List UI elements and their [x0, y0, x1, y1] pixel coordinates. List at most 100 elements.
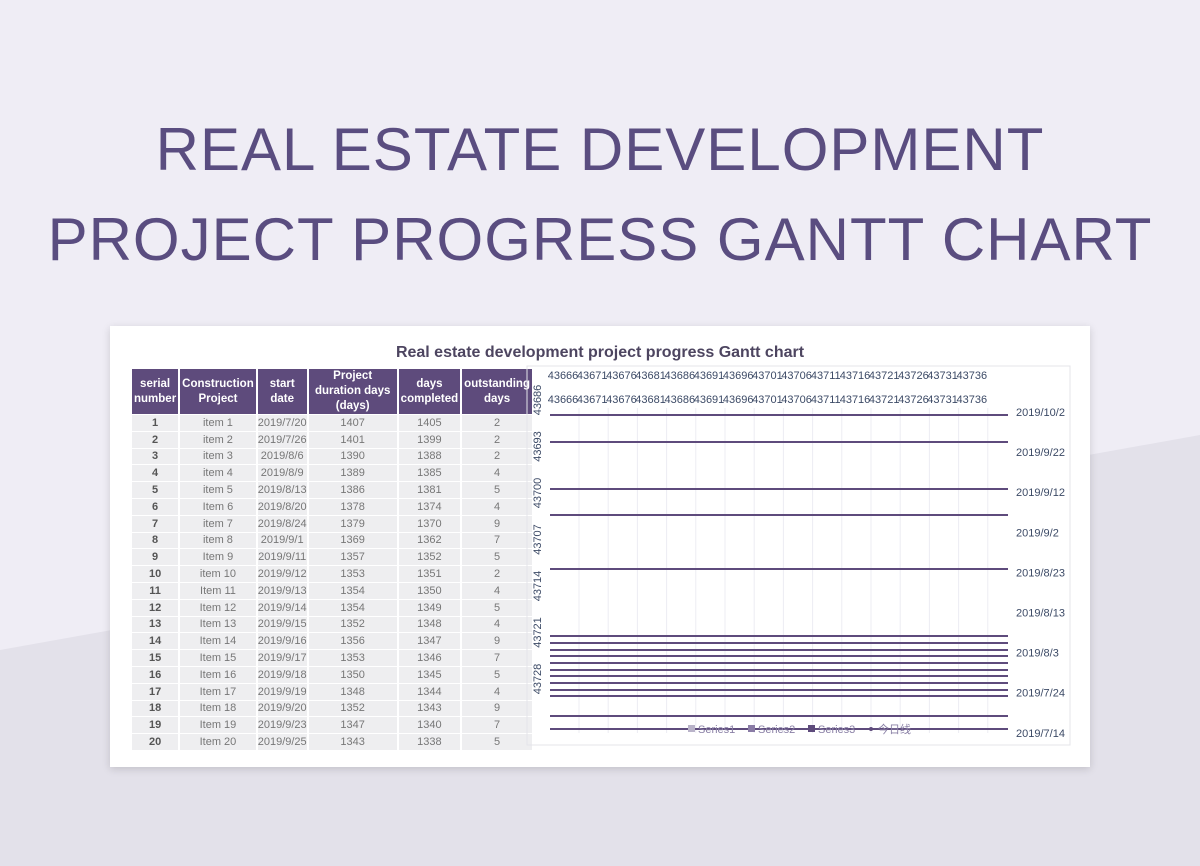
table-cell: 1401 — [308, 431, 397, 448]
table-cell: 1352 — [398, 549, 461, 566]
table-cell: Item 9 — [180, 549, 256, 566]
table-cell: 1381 — [398, 482, 461, 498]
table-cell: 1349 — [398, 599, 461, 616]
table-cell: 1352 — [308, 700, 397, 717]
y-tick-label-left: 43728 — [532, 664, 544, 695]
table-cell: 14 — [132, 633, 179, 650]
x-tick-label-top: 43706 — [781, 370, 812, 382]
table-cell: 1379 — [308, 515, 397, 532]
table-cell: 13 — [132, 616, 179, 633]
y-tick-label-left: 43721 — [532, 617, 544, 648]
table-cell: 9 — [462, 515, 532, 532]
table-row: 20 Item 20 2019/9/25 1343 1338 5 — [132, 734, 532, 750]
y-tick-label-right: 2019/7/14 — [1016, 728, 1065, 740]
table-cell: 2019/9/1 — [257, 532, 307, 549]
table-cell: 1348 — [308, 683, 397, 700]
table-row: 6 Item 6 2019/8/20 1378 1374 4 — [132, 498, 532, 515]
table-cell: 1389 — [308, 465, 397, 482]
x-tick-label-top: 43691 — [694, 370, 725, 382]
column-header: days completed — [398, 369, 461, 414]
table-cell: item 1 — [180, 415, 256, 431]
y-tick-label-left: 43707 — [532, 524, 544, 555]
table-cell: 4 — [132, 465, 179, 482]
table-cell: 5 — [462, 734, 532, 750]
table-row: 14 Item 14 2019/9/16 1356 1347 9 — [132, 633, 532, 650]
table-cell: 9 — [462, 700, 532, 717]
y-tick-label-right: 2019/8/3 — [1016, 648, 1059, 660]
y-tick-label-left: 43714 — [532, 571, 544, 602]
column-header: serial number — [132, 369, 179, 414]
table-cell: 2019/9/13 — [257, 582, 307, 599]
table-cell: 1399 — [398, 431, 461, 448]
table-cell: 1353 — [308, 650, 397, 666]
table-cell: item 5 — [180, 482, 256, 498]
table-cell: 1369 — [308, 532, 397, 549]
table-cell: 1353 — [308, 566, 397, 582]
table-cell: 1347 — [308, 717, 397, 734]
column-header: Construction Project — [180, 369, 256, 414]
y-tick-label-right: 2019/9/22 — [1016, 447, 1065, 459]
column-header: start date — [257, 369, 307, 414]
table-cell: 4 — [462, 498, 532, 515]
table-cell: 1343 — [398, 700, 461, 717]
table-cell: 1385 — [398, 465, 461, 482]
legend-marker — [869, 727, 873, 731]
table-cell: 1352 — [308, 616, 397, 633]
legend-label: 今日线 — [878, 722, 911, 736]
table-cell: 20 — [132, 734, 179, 750]
x-tick-label-top: 43676 — [606, 370, 637, 382]
table-cell: 1356 — [308, 633, 397, 650]
table-cell: 2019/8/24 — [257, 515, 307, 532]
table-cell: Item 12 — [180, 599, 256, 616]
x-tick-label: 43726 — [898, 394, 929, 406]
table-cell: 16 — [132, 666, 179, 683]
y-tick-label-left: 43693 — [532, 431, 544, 462]
table-cell: Item 17 — [180, 683, 256, 700]
table-cell: Item 14 — [180, 633, 256, 650]
table-cell: 10 — [132, 566, 179, 582]
table-cell: 19 — [132, 717, 179, 734]
y-tick-label-right: 2019/10/2 — [1016, 407, 1065, 419]
table-cell: 1354 — [308, 599, 397, 616]
table-cell: 2019/8/20 — [257, 498, 307, 515]
table-cell: 5 — [462, 666, 532, 683]
x-tick-label-top: 43681 — [635, 370, 666, 382]
table-cell: 9 — [462, 633, 532, 650]
data-table: serial number Construction Project start d… — [130, 368, 534, 751]
table-cell: 2 — [462, 566, 532, 582]
table-cell: 1378 — [308, 498, 397, 515]
table-cell: 2019/9/12 — [257, 566, 307, 582]
table-cell: 7 — [132, 515, 179, 532]
table-row: 4 item 4 2019/8/9 1389 1385 4 — [132, 465, 532, 482]
table-cell: 9 — [132, 549, 179, 566]
table-cell: 1350 — [308, 666, 397, 683]
table-cell: 1348 — [398, 616, 461, 633]
table-cell: 1357 — [308, 549, 397, 566]
table-cell: 4 — [462, 582, 532, 599]
table-cell: 2019/9/16 — [257, 633, 307, 650]
x-tick-label: 43691 — [694, 394, 725, 406]
table-cell: 5 — [132, 482, 179, 498]
table-cell: 2019/7/26 — [257, 431, 307, 448]
table-row: 3 item 3 2019/8/6 1390 1388 2 — [132, 448, 532, 465]
table-cell: 2019/8/9 — [257, 465, 307, 482]
x-tick-label: 43701 — [752, 394, 783, 406]
table-cell: 15 — [132, 650, 179, 666]
table-cell: 18 — [132, 700, 179, 717]
table-cell: Item 19 — [180, 717, 256, 734]
x-tick-label-top: 43701 — [752, 370, 783, 382]
table-cell: 2 — [132, 431, 179, 448]
table-cell: 6 — [132, 498, 179, 515]
plot-area — [526, 365, 1071, 746]
x-tick-label: 43696 — [723, 394, 754, 406]
table-cell: 2019/9/19 — [257, 683, 307, 700]
table-cell: item 2 — [180, 431, 256, 448]
table-cell: Item 6 — [180, 498, 256, 515]
table-cell: Item 13 — [180, 616, 256, 633]
table-cell: 3 — [132, 448, 179, 465]
table-cell: 5 — [462, 599, 532, 616]
table-cell: 5 — [462, 549, 532, 566]
table-cell: 1354 — [308, 582, 397, 599]
table-cell: 1338 — [398, 734, 461, 750]
y-tick-label-right: 2019/8/13 — [1016, 608, 1065, 620]
